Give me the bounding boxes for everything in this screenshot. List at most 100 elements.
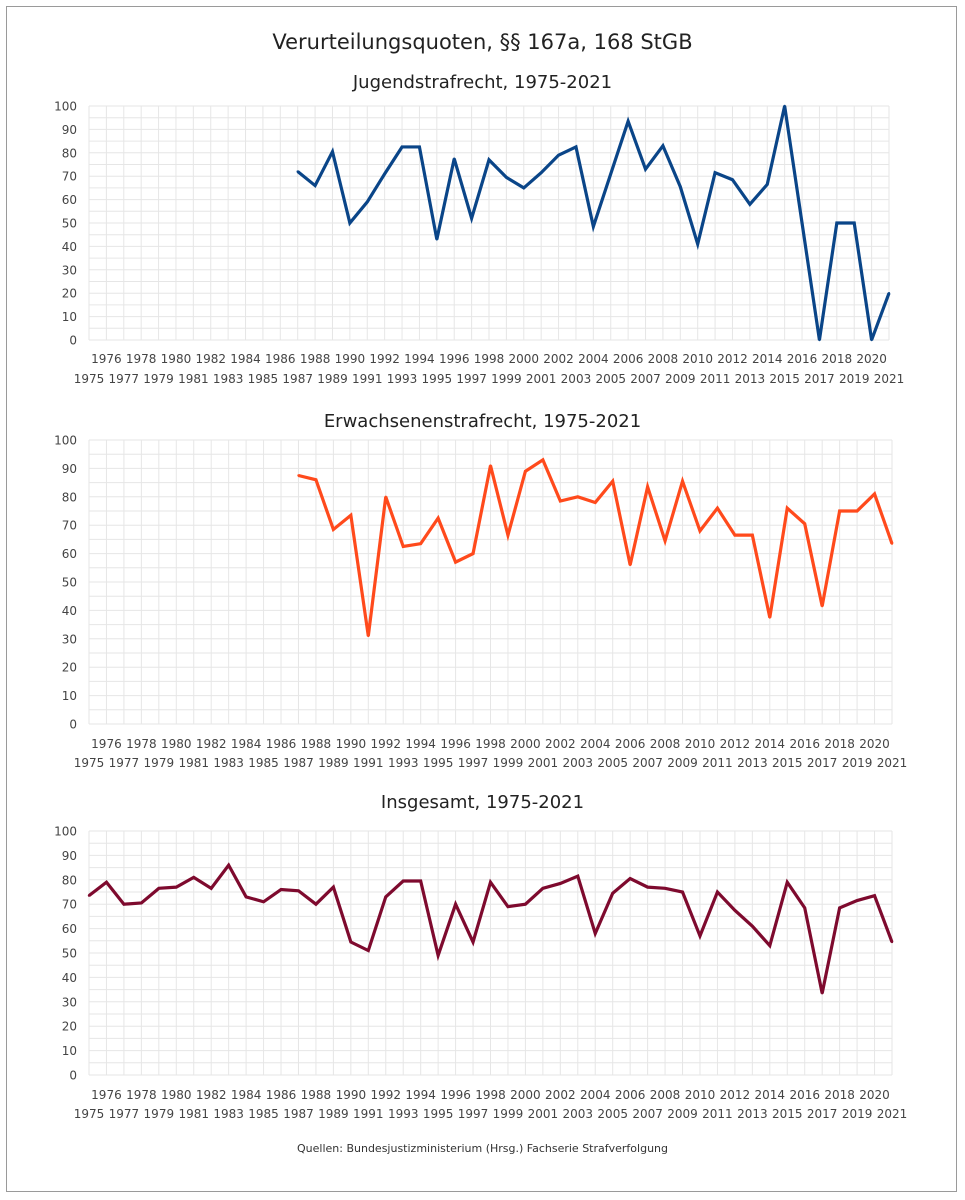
- y-tick-label: 70: [62, 170, 77, 184]
- x-tick-label: 1999: [493, 756, 524, 770]
- data-point-jugend: [679, 185, 682, 188]
- data-point-erwachsen: [436, 516, 440, 520]
- data-point-gesamt: [733, 909, 737, 912]
- x-tick-label: 1994: [404, 352, 435, 366]
- x-tick-label: 1979: [143, 372, 174, 386]
- data-point-gesamt: [209, 887, 213, 890]
- x-tick-label: 1986: [266, 737, 297, 751]
- data-point-jugend: [696, 242, 699, 246]
- x-tick-label: 2010: [682, 352, 713, 366]
- data-point-gesamt: [576, 874, 579, 878]
- data-point-erwachsen: [489, 464, 492, 467]
- data-point-erwachsen: [506, 533, 510, 537]
- data-point-jugend: [366, 200, 369, 204]
- x-tick-label: 2017: [804, 372, 835, 386]
- x-tick-label: 1998: [475, 1088, 506, 1102]
- x-tick-label: 1985: [248, 1107, 279, 1121]
- x-tick-label: 2012: [717, 352, 748, 366]
- x-tick-label: 1993: [388, 756, 419, 770]
- data-point-gesamt: [838, 906, 841, 910]
- x-tick-label: 2008: [650, 737, 681, 751]
- data-point-jugend: [800, 221, 804, 225]
- x-tick-label: 1977: [109, 756, 140, 770]
- x-tick-label: 2017: [807, 756, 838, 770]
- x-tick-label: 1991: [352, 372, 383, 386]
- x-tick-label: 2008: [650, 1088, 681, 1102]
- x-tick-label: 1996: [440, 1088, 471, 1102]
- data-point-erwachsen: [384, 495, 387, 498]
- x-tick-label: 1988: [301, 1088, 332, 1102]
- data-point-erwachsen: [663, 539, 667, 543]
- x-tick-label: 1994: [405, 737, 436, 751]
- x-tick-label: 1979: [144, 756, 175, 770]
- x-tick-label: 1989: [318, 1107, 349, 1121]
- x-tick-label: 2021: [877, 1107, 908, 1121]
- data-point-jugend: [835, 221, 839, 225]
- x-tick-label: 2000: [510, 737, 541, 751]
- x-tick-label: 2007: [632, 756, 663, 770]
- x-tick-label: 1981: [178, 372, 209, 386]
- x-tick-label: 2005: [597, 1107, 628, 1121]
- x-tick-label: 1997: [458, 756, 489, 770]
- x-tick-label: 2000: [510, 1088, 541, 1102]
- x-tick-label: 1975: [74, 756, 105, 770]
- x-tick-label: 2015: [769, 372, 800, 386]
- x-tick-label: 2000: [509, 352, 540, 366]
- x-tick-label: 1992: [370, 1088, 401, 1102]
- data-point-gesamt: [506, 905, 510, 908]
- x-tick-label: 2014: [755, 1088, 786, 1102]
- data-point-gesamt: [262, 900, 265, 903]
- data-point-jugend: [470, 217, 473, 220]
- y-tick-label: 50: [62, 217, 77, 231]
- x-tick-label: 1980: [161, 1088, 192, 1102]
- data-point-gesamt: [419, 879, 422, 883]
- data-point-erwachsen: [768, 616, 772, 619]
- data-point-gesamt: [716, 890, 719, 894]
- x-tick-label: 2016: [789, 1088, 820, 1102]
- chart-title-gesamt: Insgesamt, 1975-2021: [381, 792, 584, 813]
- y-tick-label: 10: [62, 689, 77, 703]
- x-tick-label: 1987: [282, 372, 313, 386]
- x-tick-label: 1984: [230, 352, 261, 366]
- x-tick-label: 1991: [353, 756, 384, 770]
- data-point-gesamt: [786, 881, 789, 884]
- data-point-erwachsen: [786, 506, 789, 510]
- data-point-gesamt: [628, 877, 632, 880]
- y-tick-label: 80: [62, 873, 77, 887]
- y-tick-label: 60: [62, 922, 77, 936]
- x-tick-label: 2014: [755, 737, 786, 751]
- x-tick-label: 1997: [456, 372, 487, 386]
- data-point-erwachsen: [611, 479, 614, 483]
- y-tick-label: 0: [69, 334, 77, 348]
- data-point-erwachsen: [349, 514, 353, 517]
- data-point-erwachsen: [454, 560, 457, 564]
- x-tick-label: 2003: [563, 756, 594, 770]
- x-tick-label: 1995: [423, 1107, 454, 1121]
- x-tick-label: 1979: [144, 1107, 175, 1121]
- data-point-gesamt: [873, 894, 876, 897]
- data-point-jugend: [870, 338, 873, 342]
- x-tick-label: 1988: [301, 737, 332, 751]
- source-note: Quellen: Bundesjustizministerium (Hrsg.)…: [297, 1142, 668, 1155]
- data-point-jugend: [557, 153, 560, 157]
- x-tick-label: 2006: [613, 352, 644, 366]
- data-point-gesamt: [192, 876, 195, 879]
- data-point-jugend: [539, 171, 543, 174]
- data-point-gesamt: [855, 899, 859, 902]
- x-tick-label: 1992: [369, 352, 400, 366]
- y-tick-label: 40: [62, 240, 77, 254]
- x-tick-label: 2018: [822, 352, 853, 366]
- y-tick-label: 100: [54, 100, 77, 114]
- x-tick-label: 1978: [126, 737, 157, 751]
- x-tick-label: 1983: [213, 372, 244, 386]
- data-point-gesamt: [559, 882, 562, 885]
- data-point-gesamt: [105, 881, 108, 884]
- data-point-gesamt: [436, 954, 440, 957]
- x-tick-label: 1991: [353, 1107, 384, 1121]
- y-tick-label: 70: [62, 519, 77, 533]
- y-tick-label: 80: [62, 490, 77, 504]
- x-tick-label: 2009: [665, 372, 696, 386]
- y-tick-label: 70: [62, 898, 77, 912]
